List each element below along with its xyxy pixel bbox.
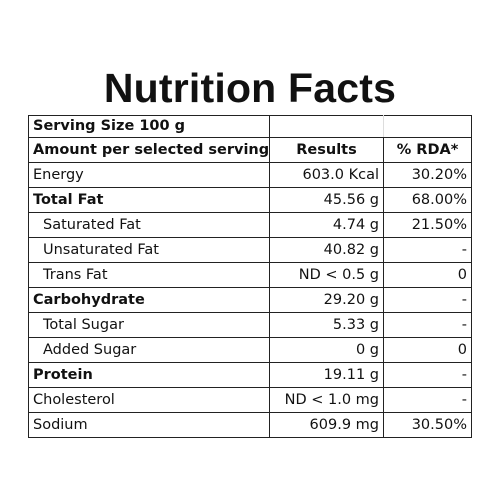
nutrient-name: Total Sugar [28, 312, 270, 338]
table-row: Saturated Fat 4.74 g 21.50% [28, 212, 472, 238]
nutrient-name: Total Fat [28, 187, 270, 213]
nutrient-rda: - [383, 237, 472, 263]
nutrient-result: 29.20 g [269, 287, 384, 313]
nutrient-rda: - [383, 387, 472, 413]
nutrient-name: Carbohydrate [28, 287, 270, 313]
nutrient-result: 45.56 g [269, 187, 384, 213]
table-row: Unsaturated Fat 40.82 g - [28, 237, 472, 263]
nutrition-table: Serving Size 100 g Amount per selected s… [28, 115, 472, 438]
table-row: Total Fat 45.56 g 68.00% [28, 187, 472, 213]
nutrient-name: Unsaturated Fat [28, 237, 270, 263]
table-row: Cholesterol ND < 1.0 mg - [28, 387, 472, 413]
nutrient-result: 5.33 g [269, 312, 384, 338]
nutrient-name: Sodium [28, 412, 270, 438]
nutrient-result: ND < 0.5 g [269, 262, 384, 288]
nutrient-name: Protein [28, 362, 270, 388]
header-amount: Amount per selected serving [28, 137, 270, 163]
page-title: Nutrition Facts [103, 65, 397, 111]
nutrient-name: Cholesterol [28, 387, 270, 413]
empty-cell [269, 115, 384, 138]
nutrient-rda: 21.50% [383, 212, 472, 238]
table-row: Sodium 609.9 mg 30.50% [28, 412, 472, 438]
header-rda: % RDA* [383, 137, 472, 163]
header-results: Results [269, 137, 384, 163]
nutrient-rda: 30.20% [383, 162, 472, 188]
serving-size: Serving Size 100 g [28, 115, 270, 138]
nutrient-rda: 0 [383, 337, 472, 363]
nutrient-rda: 0 [383, 262, 472, 288]
nutrient-result: 19.11 g [269, 362, 384, 388]
table-row: Trans Fat ND < 0.5 g 0 [28, 262, 472, 288]
table-row: Protein 19.11 g - [28, 362, 472, 388]
nutrient-result: 4.74 g [269, 212, 384, 238]
table-row: Energy 603.0 Kcal 30.20% [28, 162, 472, 188]
table-row: Carbohydrate 29.20 g - [28, 287, 472, 313]
nutrient-result: ND < 1.0 mg [269, 387, 384, 413]
nutrient-name: Energy [28, 162, 270, 188]
nutrient-rda: 30.50% [383, 412, 472, 438]
nutrient-name: Added Sugar [28, 337, 270, 363]
nutrient-rda: - [383, 362, 472, 388]
serving-size-row: Serving Size 100 g [28, 115, 472, 138]
nutrient-name: Saturated Fat [28, 212, 270, 238]
nutrient-rda: 68.00% [383, 187, 472, 213]
nutrient-result: 0 g [269, 337, 384, 363]
nutrient-result: 609.9 mg [269, 412, 384, 438]
table-row: Added Sugar 0 g 0 [28, 337, 472, 363]
nutrient-result: 40.82 g [269, 237, 384, 263]
nutrient-result: 603.0 Kcal [269, 162, 384, 188]
table-row: Total Sugar 5.33 g - [28, 312, 472, 338]
nutrient-rda: - [383, 287, 472, 313]
nutrient-name: Trans Fat [28, 262, 270, 288]
nutrient-rda: - [383, 312, 472, 338]
empty-cell [383, 115, 472, 138]
header-row: Amount per selected serving Results % RD… [28, 137, 472, 163]
